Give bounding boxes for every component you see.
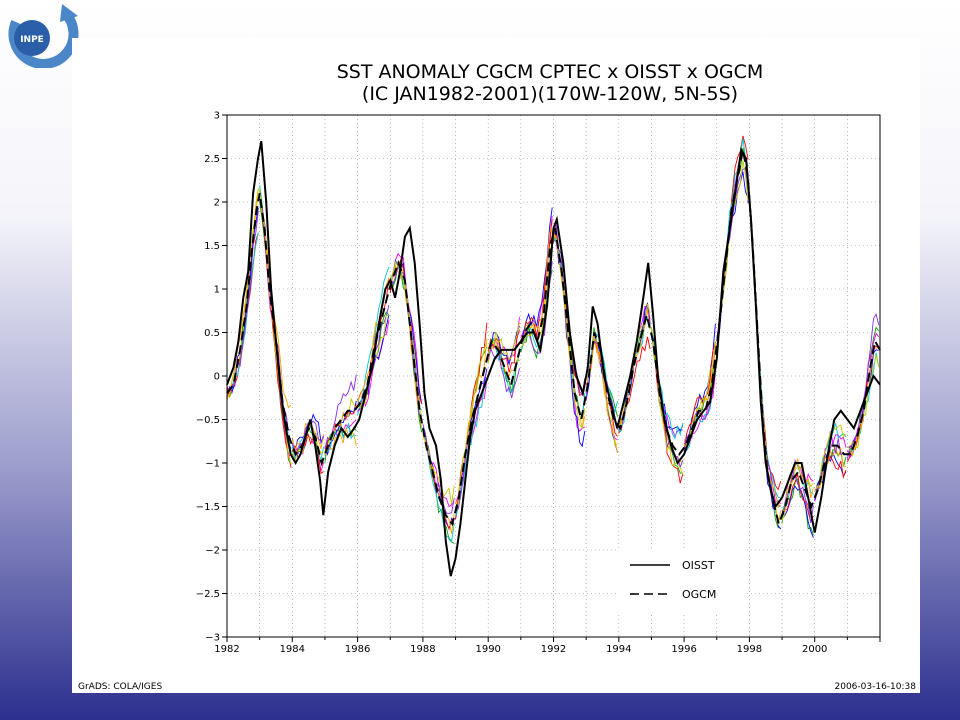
y-tick-label: −2	[205, 546, 220, 557]
forecast-member-line	[226, 189, 259, 397]
y-tick-label: 2.5	[204, 154, 220, 165]
y-tick-label: 2	[214, 198, 220, 209]
forecast-member-line	[748, 193, 782, 530]
y-tick-label: 1.5	[204, 241, 220, 252]
forecast-member-line	[487, 347, 520, 399]
logo-globe	[14, 20, 50, 56]
forecast-member-line	[422, 436, 455, 505]
forecast-member-line	[716, 154, 749, 347]
forecast-member-line	[226, 211, 259, 396]
legend-box	[618, 548, 744, 612]
forecast-member-line	[781, 475, 814, 523]
x-tick-label: 2000	[802, 644, 827, 655]
forecast-member-line	[487, 321, 520, 361]
forecast-member-line	[781, 485, 814, 538]
y-tick-label: −2.5	[196, 589, 220, 600]
x-tick-label: 1994	[606, 644, 631, 655]
chart-panel: SST ANOMALY CGCM CPTEC x OISST x OGCM (I…	[72, 38, 920, 693]
forecast-member-line	[748, 193, 782, 525]
forecast-member-line	[226, 187, 259, 400]
y-axis: −3 −2.5 −2 −1.5 −1 −0.5 0 0.5 1 1.5 2 2.5 3	[196, 111, 227, 644]
forecast-member-line	[324, 374, 357, 450]
logo-text: INPE	[20, 35, 44, 45]
x-tick-label: 1992	[541, 644, 566, 655]
y-tick-label: 1	[214, 285, 220, 296]
forecast-member-line	[683, 342, 716, 451]
x-tick-label: 1998	[737, 644, 762, 655]
y-tick-label: 3	[214, 111, 220, 122]
forecast-member-line	[748, 196, 781, 529]
forecast-member-line	[651, 336, 684, 484]
forecast-member-line	[455, 340, 488, 507]
series-line-ogcm	[226, 149, 881, 528]
logo-arrow	[60, 4, 78, 22]
x-tick-label: 1984	[280, 644, 305, 655]
forecast-member-line	[846, 344, 879, 455]
footer-right: 2006-03-16-10:38	[835, 682, 917, 692]
forecast-member-line	[716, 135, 749, 348]
forecast-member-line	[716, 138, 749, 353]
y-tick-label: −0.5	[196, 415, 220, 426]
forecast-member-line	[389, 264, 423, 428]
x-tick-label: 1990	[475, 644, 500, 655]
legend: OISST OGCM	[618, 548, 744, 612]
forecast-member-line	[814, 455, 847, 497]
forecast-member-line	[846, 332, 880, 459]
forecast-member-line	[455, 384, 488, 516]
chart-title-line2: (IC JAN1982-2001)(170W-120W, 5N-5S)	[362, 83, 738, 105]
x-tick-label: 1986	[345, 644, 370, 655]
forecast-member-line	[291, 413, 325, 453]
y-tick-label: −3	[205, 633, 220, 644]
forecast-member-line	[520, 225, 553, 341]
forecast-member-line	[781, 464, 814, 521]
grid-lines	[227, 115, 880, 637]
forecast-member-line	[683, 368, 716, 452]
legend-oisst-label: OISST	[682, 559, 715, 572]
chart-title-line1: SST ANOMALY CGCM CPTEC x OISST x OGCM	[337, 61, 764, 83]
x-tick-label: 1988	[410, 644, 435, 655]
x-tick-label: 1982	[214, 644, 239, 655]
forecast-member-line	[814, 451, 847, 501]
forecast-member-line	[782, 474, 814, 524]
forecast-member-line	[324, 400, 357, 456]
footer-left: GrADS: COLA/IGES	[78, 682, 162, 692]
x-tick-label: 1996	[671, 644, 696, 655]
inpe-logo: INPE	[2, 2, 84, 69]
forecast-member-line	[814, 446, 847, 499]
y-tick-label: −1.5	[196, 502, 220, 513]
forecast-member-line	[553, 239, 586, 432]
legend-ogcm-label: OGCM	[682, 588, 716, 601]
forecast-member-line	[683, 373, 716, 452]
y-tick-label: 0	[214, 372, 220, 383]
y-tick-label: 0.5	[204, 328, 220, 339]
x-axis: 1982 1984 1986 1988 1990 1992 1994 1996 1998 2000	[214, 637, 881, 655]
forecast-member-line	[291, 420, 325, 458]
forecast-member-line	[618, 309, 651, 427]
sst-anomaly-chart: SST ANOMALY CGCM CPTEC x OISST x OGCM (I…	[78, 61, 917, 692]
forecast-member-line	[422, 424, 455, 514]
data-series	[226, 140, 881, 577]
y-tick-label: −1	[205, 459, 220, 470]
